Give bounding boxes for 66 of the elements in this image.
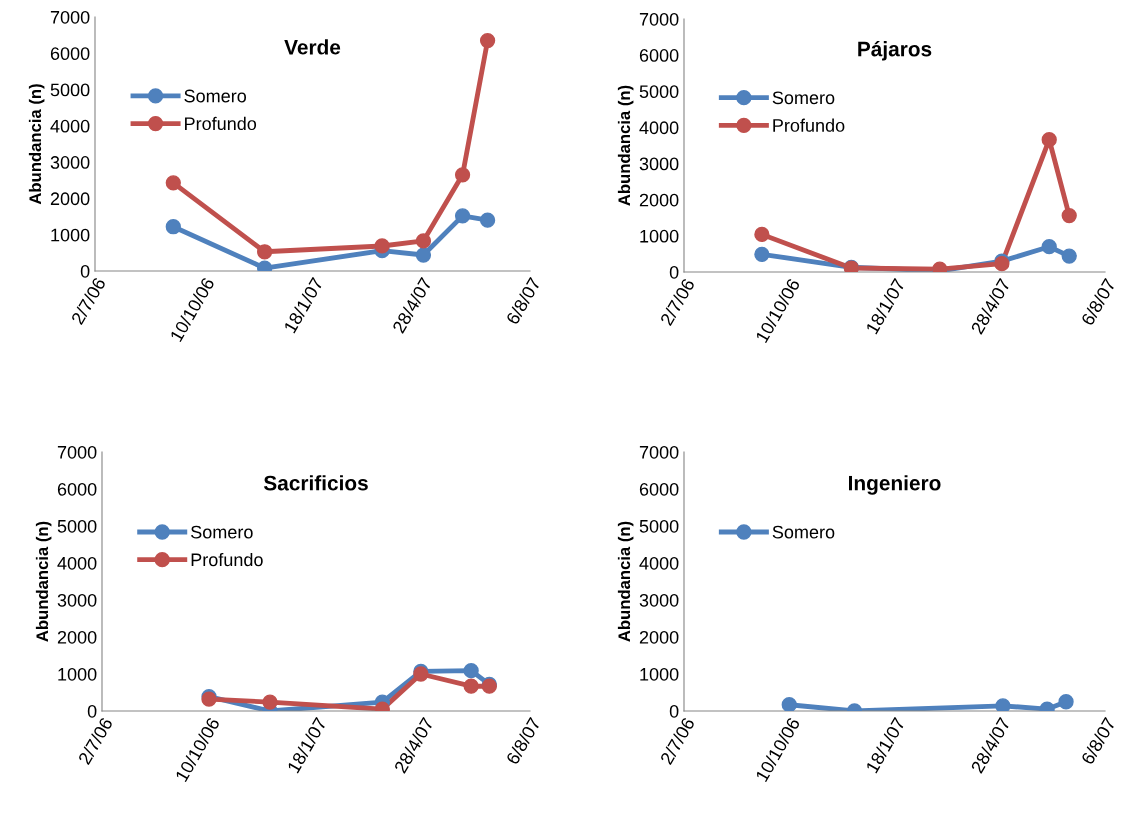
y-tick-label: 3000 [50,156,90,169]
point [479,32,496,49]
y-tick-label: 7000 [639,445,679,459]
point [463,663,479,679]
y-tick-label: 1000 [58,667,97,681]
y-tick-label: 2000 [639,630,679,644]
y-tick-label: 3000 [639,157,679,171]
y-tick-label: 0 [87,704,97,718]
legend-label: Somero [772,91,835,105]
point [1041,132,1057,148]
legend-label: Somero [191,525,253,539]
point [165,175,181,191]
y-tick-label: 0 [669,265,679,279]
point [454,167,471,183]
y-tick-label: 6000 [639,49,679,62]
legend-label: Profundo [773,118,845,132]
y-tick-label: 5000 [57,519,97,533]
point [1061,248,1077,264]
y-tick-label: 0 [669,704,679,718]
y-tick-label: 4000 [639,556,679,570]
y-tick-label: 4000 [50,119,90,133]
y-axis-title: Abundancia (n) [35,521,52,642]
legend-label: Profundo [185,116,257,131]
y-tick-label: 5000 [639,519,679,533]
y-tick-label: 5000 [50,83,90,97]
point [754,226,770,243]
legend-label: Somero [184,89,247,103]
point [415,233,432,249]
text: Sacrificios [263,475,368,491]
y-axis-title: Abundancia (n) [28,84,45,205]
y-tick-label: 1000 [640,667,679,681]
point [262,694,278,710]
point [454,208,471,224]
y-tick-label: 7000 [639,12,679,26]
y-tick-label: 5000 [639,85,679,99]
point [1061,207,1077,224]
y-axis-title: Abundancia (n) [617,521,634,642]
point [463,678,479,694]
point [374,238,390,254]
legend-label: Somero [772,525,835,539]
point [415,247,432,263]
y-tick-label: 2000 [639,193,679,207]
y-tick-label: 7000 [57,445,97,459]
y-tick-label: 6000 [639,482,679,496]
text: Ingeniero [849,475,941,495]
point [257,244,273,260]
point [165,219,181,235]
y-tick-label: 4000 [57,556,97,570]
y-tick-label: 6000 [50,47,90,61]
y-tick-label: 7000 [50,10,90,24]
y-tick-label: 6000 [57,482,97,496]
point [754,246,770,262]
y-axis-title: Abundancia (n) [617,85,634,206]
y-tick-label: 3000 [639,593,679,607]
y-tick-label: 2000 [50,192,90,206]
legend-label: Profundo [191,552,263,567]
text: Pájaros [858,40,932,61]
point [479,212,496,228]
y-tick-label: 1000 [51,228,90,242]
point [1041,239,1057,255]
y-tick-label: 4000 [639,121,679,135]
text: Verde [284,39,341,55]
y-tick-label: 2000 [57,630,97,644]
y-tick-label: 3000 [57,593,97,607]
y-tick-label: 1000 [640,229,679,243]
y-tick-label: 0 [80,264,90,278]
